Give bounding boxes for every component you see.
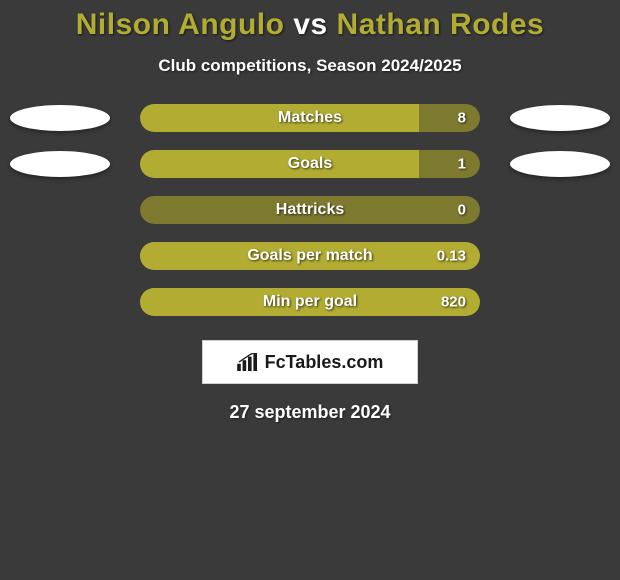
stat-row: Hattricks 0 <box>0 196 620 224</box>
player-marker-left <box>10 105 110 131</box>
stat-bar-fill-left <box>140 150 419 178</box>
title-player2: Nathan Rodes <box>337 8 545 41</box>
player-marker-right <box>510 151 610 177</box>
stat-label: Goals <box>288 155 332 173</box>
stat-label: Goals per match <box>247 247 372 265</box>
stats-list: Matches 8 Goals 1 Hattricks 0 Goals per match 0… <box>0 104 620 316</box>
stat-bar: Goals per match 0.13 <box>140 242 480 270</box>
stat-label: Hattricks <box>276 201 344 219</box>
title-player1: Nilson Angulo <box>76 8 285 41</box>
stat-value: 0.13 <box>437 248 466 265</box>
stat-value: 8 <box>458 110 466 127</box>
brand-badge: FcTables.com <box>202 340 418 384</box>
stat-bar: Hattricks 0 <box>140 196 480 224</box>
stat-row: Goals 1 <box>0 150 620 178</box>
stat-value: 1 <box>458 156 466 173</box>
stat-bar: Min per goal 820 <box>140 288 480 316</box>
stat-row: Goals per match 0.13 <box>0 242 620 270</box>
brand-text: FcTables.com <box>265 352 384 373</box>
player-marker-right <box>510 105 610 131</box>
stat-row: Min per goal 820 <box>0 288 620 316</box>
comparison-card: Nilson Angulo vs Nathan Rodes Club compe… <box>0 0 620 423</box>
stat-bar: Goals 1 <box>140 150 480 178</box>
stat-label: Matches <box>278 109 342 127</box>
stat-value: 820 <box>441 294 466 311</box>
page-title: Nilson Angulo vs Nathan Rodes <box>0 8 620 42</box>
title-vs: vs <box>293 8 327 41</box>
stat-label: Min per goal <box>263 293 357 311</box>
player-marker-left <box>10 151 110 177</box>
stat-row: Matches 8 <box>0 104 620 132</box>
stat-value: 0 <box>458 202 466 219</box>
date-label: 27 september 2024 <box>0 402 620 423</box>
bar-chart-icon <box>237 353 259 371</box>
stat-bar: Matches 8 <box>140 104 480 132</box>
subtitle: Club competitions, Season 2024/2025 <box>0 56 620 76</box>
